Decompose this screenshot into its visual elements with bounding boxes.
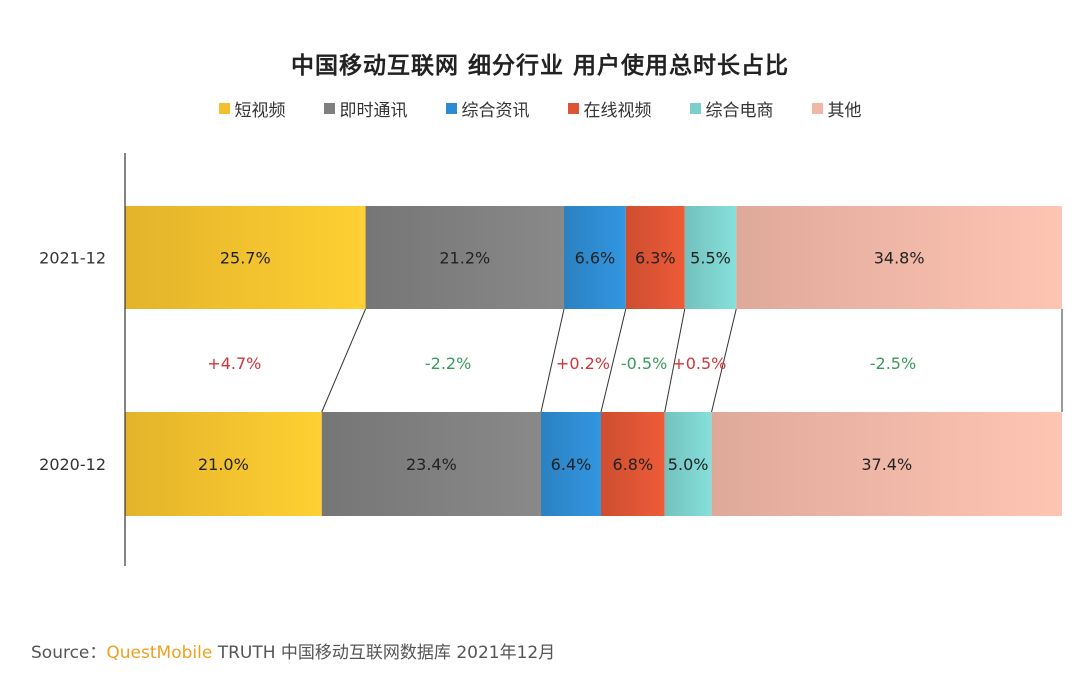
legend-swatch bbox=[567, 103, 579, 114]
bar-segment bbox=[664, 412, 712, 516]
bar-segment bbox=[684, 206, 737, 309]
category-label: 2021-12 bbox=[39, 249, 106, 268]
change-label: +4.7% bbox=[207, 354, 261, 373]
bar-segment bbox=[736, 206, 1062, 309]
bar-segment bbox=[564, 206, 626, 309]
source-note: Source：QuestMobile TRUTH 中国移动互联网数据库 2021… bbox=[31, 638, 555, 663]
legend-swatch bbox=[323, 103, 335, 114]
connector-line bbox=[600, 308, 627, 413]
data-label: 6.4% bbox=[551, 455, 592, 474]
bar-segment bbox=[125, 412, 322, 516]
change-label: +0.5% bbox=[672, 354, 726, 373]
legend-item-1: 即时通讯 bbox=[323, 96, 408, 121]
bar-segment bbox=[600, 412, 665, 516]
change-label: -2.5% bbox=[870, 354, 916, 373]
legend-item-0: 短视频 bbox=[218, 96, 286, 121]
bar-segment bbox=[711, 412, 1062, 516]
source-brand: QuestMobile bbox=[106, 643, 213, 663]
legend-item-4: 综合电商 bbox=[689, 96, 774, 121]
category-label: 2020-12 bbox=[39, 455, 106, 474]
legend-label: 综合电商 bbox=[705, 101, 774, 121]
bar-segment bbox=[625, 206, 685, 309]
legend-item-3: 在线视频 bbox=[567, 96, 652, 121]
bar-segment bbox=[541, 412, 601, 516]
data-label: 5.5% bbox=[690, 249, 731, 268]
data-label: 21.2% bbox=[439, 249, 490, 268]
change-label: +0.2% bbox=[556, 354, 610, 373]
legend-label: 在线视频 bbox=[583, 101, 652, 121]
legend-swatch bbox=[811, 103, 823, 114]
bar-segment bbox=[365, 206, 565, 309]
change-label: -0.5% bbox=[621, 354, 667, 373]
legend: 短视频 即时通讯 综合资讯 在线视频 综合电商 其他 bbox=[0, 96, 1080, 121]
data-label: 6.6% bbox=[575, 249, 616, 268]
data-label: 37.4% bbox=[861, 455, 912, 474]
legend-swatch bbox=[445, 103, 457, 114]
legend-item-5: 其他 bbox=[811, 96, 862, 121]
data-label: 6.8% bbox=[613, 455, 654, 474]
legend-swatch bbox=[218, 103, 230, 114]
legend-label: 综合资讯 bbox=[461, 101, 530, 121]
legend-label: 短视频 bbox=[234, 101, 286, 121]
data-label: 34.8% bbox=[874, 249, 925, 268]
bar-segment bbox=[125, 206, 366, 309]
legend-item-2: 综合资讯 bbox=[445, 96, 530, 121]
connector-line bbox=[321, 308, 367, 413]
connector-line bbox=[664, 308, 686, 413]
data-label: 23.4% bbox=[406, 455, 457, 474]
bar-segment bbox=[321, 412, 542, 516]
source-text: TRUTH 中国移动互联网数据库 2021年12月 bbox=[217, 643, 556, 663]
connector-line bbox=[711, 308, 737, 413]
data-label: 6.3% bbox=[635, 249, 676, 268]
connector-line bbox=[540, 308, 565, 413]
legend-swatch bbox=[689, 103, 701, 114]
data-label: 21.0% bbox=[198, 455, 249, 474]
chart-title: 中国移动互联网 细分行业 用户使用总时长占比 bbox=[290, 53, 789, 79]
data-label: 5.0% bbox=[668, 455, 709, 474]
source-prefix: Source： bbox=[31, 643, 107, 663]
legend-label: 即时通讯 bbox=[339, 101, 408, 121]
data-label: 25.7% bbox=[220, 249, 271, 268]
change-label: -2.2% bbox=[425, 354, 471, 373]
legend-label: 其他 bbox=[827, 101, 862, 121]
